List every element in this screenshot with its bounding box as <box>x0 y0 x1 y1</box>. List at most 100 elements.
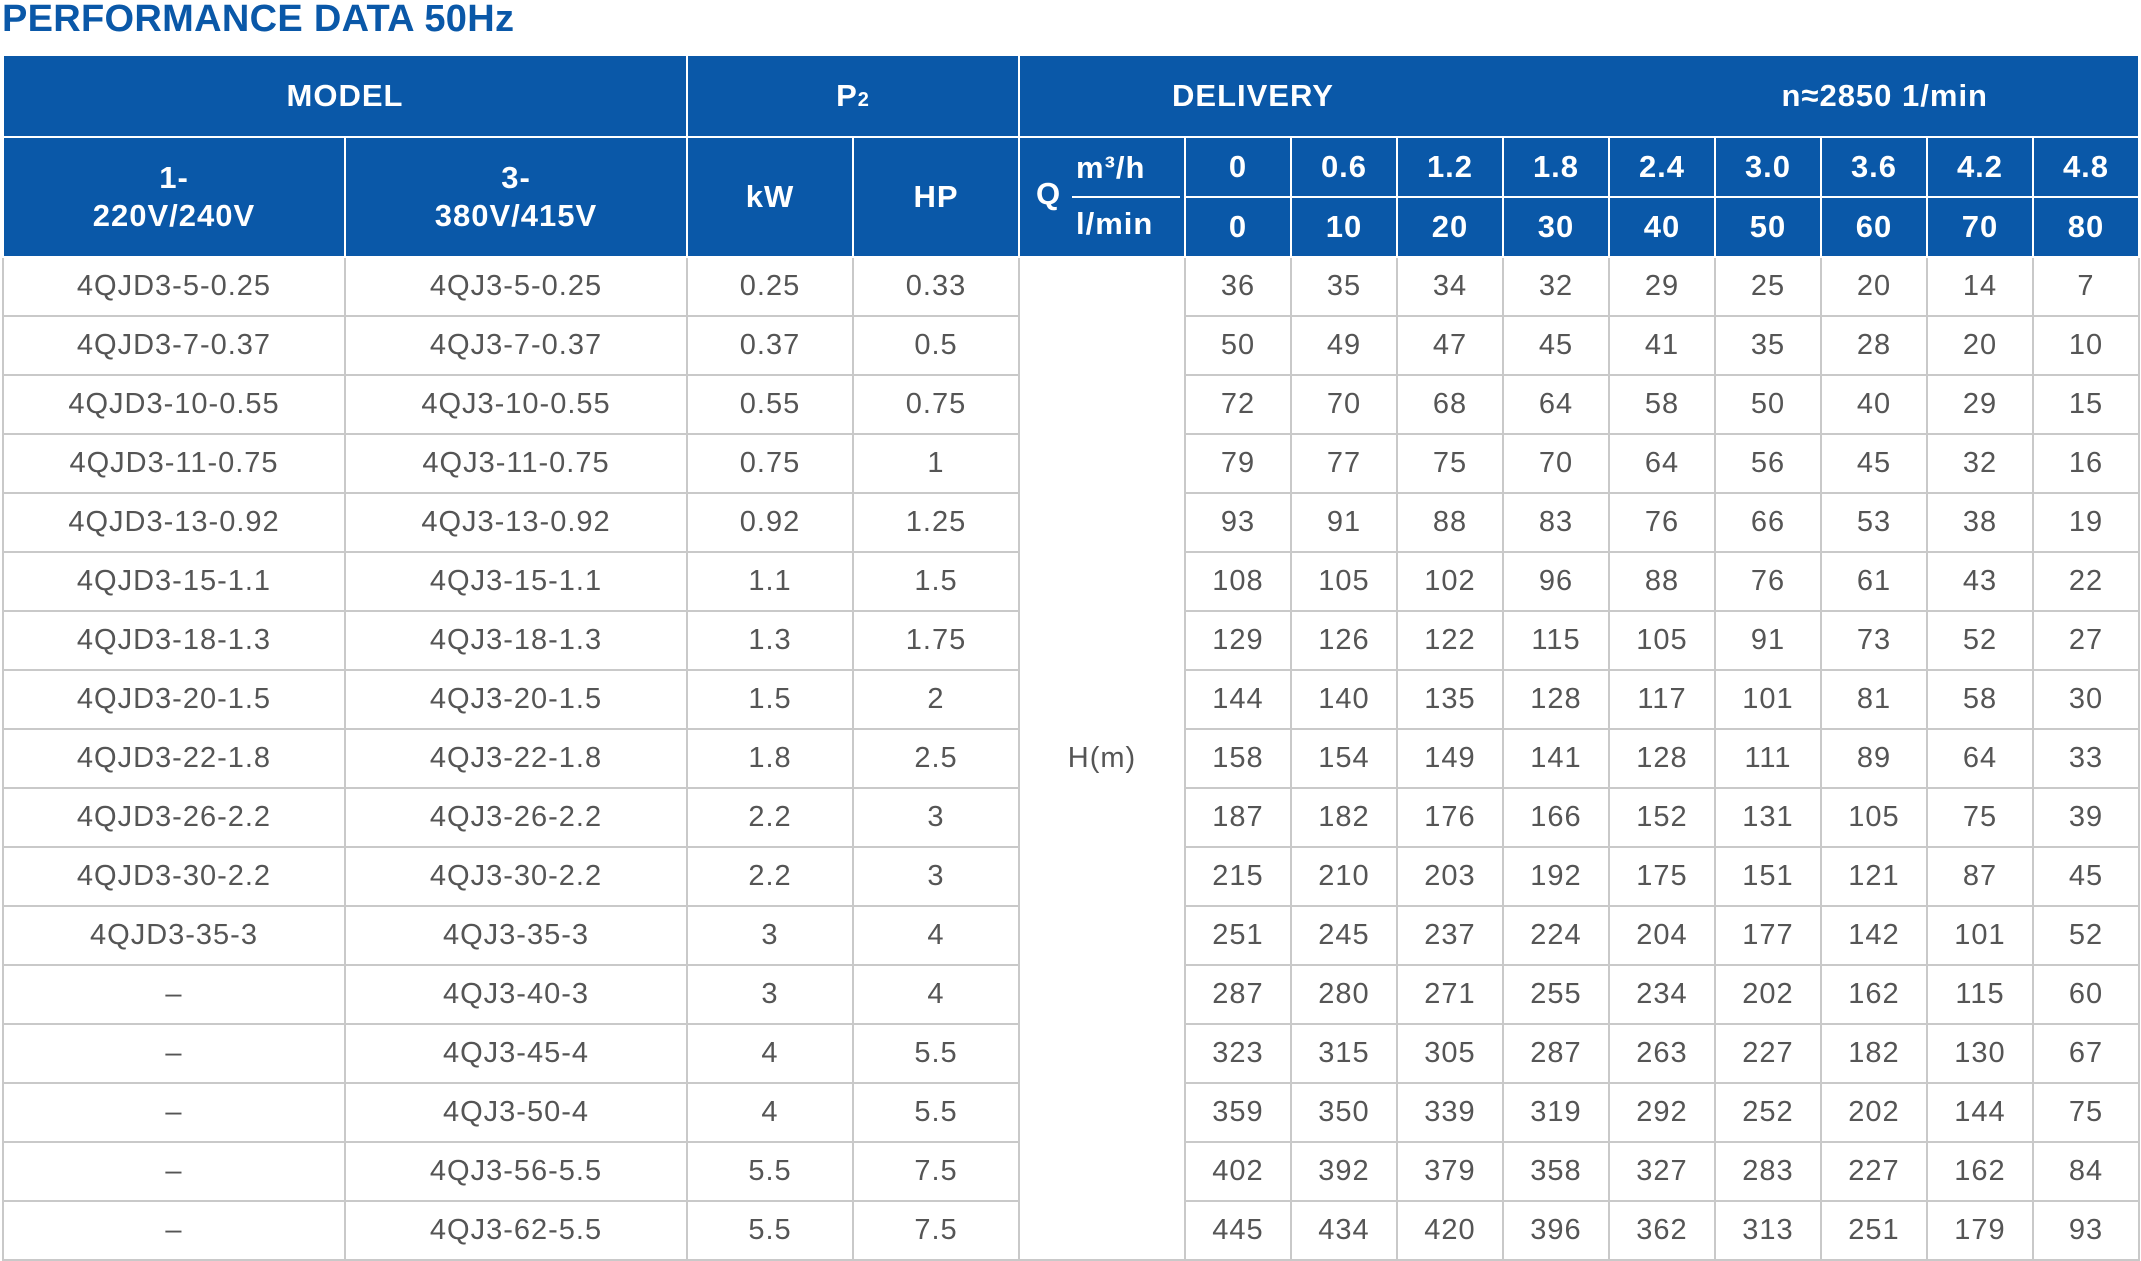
head-value-cell: 58 <box>1608 374 1716 435</box>
kw-cell: 0.92 <box>686 492 854 553</box>
head-value-cell: 101 <box>1926 905 2034 966</box>
head-value-cell: 39 <box>2032 787 2140 848</box>
flow-lmin-cell: 50 <box>1714 196 1822 258</box>
head-value-cell: 227 <box>1820 1141 1928 1202</box>
delivery-header: DELIVERY n≈2850 1/min <box>1018 54 2140 138</box>
model-1phase-cell: 4QJD3-13-0.92 <box>2 492 346 553</box>
flow-lmin-cell: 60 <box>1820 196 1928 258</box>
model-3phase-cell: 4QJ3-62-5.5 <box>344 1200 688 1261</box>
head-value-cell: 283 <box>1714 1141 1822 1202</box>
head-value-cell: 179 <box>1926 1200 2034 1261</box>
head-value-cell: 72 <box>1184 374 1292 435</box>
table-row: 4QJD3-5-0.25 4QJ3-5-0.25 0.25 0.33 H(m) 36 35 3… <box>2 256 2140 1261</box>
head-value-cell: 115 <box>1502 610 1610 671</box>
flow-m3h-cell: 2.4 <box>1608 136 1716 198</box>
kw-cell: 1.3 <box>686 610 854 671</box>
head-value-cell: 359 <box>1184 1082 1292 1143</box>
kw-header: kW <box>686 136 854 258</box>
head-value-cell: 131 <box>1714 787 1822 848</box>
head-value-cell: 203 <box>1396 846 1504 907</box>
head-value-cell: 434 <box>1290 1200 1398 1261</box>
hp-cell: 7.5 <box>852 1141 1020 1202</box>
phase1-line1: 1- <box>159 160 189 195</box>
model-header: MODEL <box>2 54 688 138</box>
phase3-line2: 380V/415V <box>434 198 598 233</box>
unit-m3h-label: m³/h <box>1076 150 1146 185</box>
head-value-cell: 76 <box>1608 492 1716 553</box>
kw-cell: 0.25 <box>686 256 854 317</box>
head-value-cell: 75 <box>2032 1082 2140 1143</box>
model-1phase-cell: 4QJD3-11-0.75 <box>2 433 346 494</box>
head-value-cell: 93 <box>2032 1200 2140 1261</box>
table-row: 4QJD3-13-0.92 4QJ3-13-0.92 0.92 1.25 93 91 88 8… <box>2 492 2140 553</box>
head-value-cell: 176 <box>1396 787 1504 848</box>
performance-table: MODEL P2 DELIVERY n≈2850 1/min 1- 220V/2… <box>2 54 2140 1261</box>
model-1phase-cell: 4QJD3-20-1.5 <box>2 669 346 730</box>
head-value-cell: 25 <box>1714 256 1822 317</box>
flow-lmin-cell: 70 <box>1926 196 2034 258</box>
head-value-cell: 227 <box>1714 1023 1822 1084</box>
hp-cell: 7.5 <box>852 1200 1020 1261</box>
head-value-cell: 60 <box>2032 964 2140 1025</box>
model-3phase-cell: 4QJ3-50-4 <box>344 1082 688 1143</box>
model-3phase-cell: 4QJ3-22-1.8 <box>344 728 688 789</box>
hp-cell: 5.5 <box>852 1023 1020 1084</box>
model-3phase-cell: 4QJ3-10-0.55 <box>344 374 688 435</box>
head-value-cell: 41 <box>1608 315 1716 376</box>
head-value-cell: 58 <box>1926 669 2034 730</box>
head-value-cell: 234 <box>1608 964 1716 1025</box>
head-value-cell: 76 <box>1714 551 1822 612</box>
flow-m3h-cell: 4.8 <box>2032 136 2140 198</box>
head-value-cell: 158 <box>1184 728 1292 789</box>
head-value-cell: 187 <box>1184 787 1292 848</box>
table-row: –4QJ3-40-3 3 4 287 280 271 255 234 202 162 115 60 <box>2 964 2140 1025</box>
head-value-cell: 105 <box>1608 610 1716 671</box>
head-value-cell: 52 <box>2032 905 2140 966</box>
table-row: 4QJD3-30-2.2 4QJ3-30-2.2 2.2 3 215 210 203 192 1… <box>2 846 2140 907</box>
model-1phase-cell: – <box>2 1082 346 1143</box>
model-3phase-cell: 4QJ3-20-1.5 <box>344 669 688 730</box>
kw-cell: 0.37 <box>686 315 854 376</box>
phase1-header: 1- 220V/240V <box>2 136 346 258</box>
head-value-cell: 379 <box>1396 1141 1504 1202</box>
head-value-cell: 50 <box>1714 374 1822 435</box>
flow-m3h-cell: 0 <box>1184 136 1292 198</box>
head-value-cell: 64 <box>1502 374 1610 435</box>
hp-cell: 3 <box>852 846 1020 907</box>
head-value-cell: 38 <box>1926 492 2034 553</box>
table-row: –4QJ3-56-5.5 5.5 7.5 402 392 379 358 327 283 227 1… <box>2 1141 2140 1202</box>
flow-lmin-cell: 30 <box>1502 196 1610 258</box>
head-value-cell: 350 <box>1290 1082 1398 1143</box>
table-row: 4QJD3-10-0.55 4QJ3-10-0.55 0.55 0.75 72 70 68 6… <box>2 374 2140 435</box>
head-value-cell: 182 <box>1290 787 1398 848</box>
head-value-cell: 128 <box>1502 669 1610 730</box>
hp-cell: 2 <box>852 669 1020 730</box>
head-value-cell: 53 <box>1820 492 1928 553</box>
header-row-lmin: 0 10 20 30 40 50 60 70 80 <box>3 196 2140 258</box>
head-value-cell: 29 <box>1608 256 1716 317</box>
head-value-cell: 91 <box>1714 610 1822 671</box>
head-value-cell: 263 <box>1608 1023 1716 1084</box>
model-1phase-cell: – <box>2 1200 346 1261</box>
head-value-cell: 29 <box>1926 374 2034 435</box>
speed-label: n≈2850 1/min <box>1781 78 1988 113</box>
flow-m3h-cell: 4.2 <box>1926 136 2034 198</box>
head-value-cell: 396 <box>1502 1200 1610 1261</box>
table-row: 4QJD3-20-1.5 4QJ3-20-1.5 1.5 2 144 140 135 128 1… <box>2 669 2140 730</box>
head-value-cell: 305 <box>1396 1023 1504 1084</box>
model-1phase-cell: – <box>2 1141 346 1202</box>
flow-m3h-cell: 1.2 <box>1396 136 1504 198</box>
hp-cell: 0.5 <box>852 315 1020 376</box>
head-value-cell: 73 <box>1820 610 1928 671</box>
head-value-cell: 32 <box>1502 256 1610 317</box>
head-value-cell: 75 <box>1926 787 2034 848</box>
kw-cell: 5.5 <box>686 1141 854 1202</box>
head-value-cell: 141 <box>1502 728 1610 789</box>
head-value-cell: 327 <box>1608 1141 1716 1202</box>
unit-divider <box>1072 196 1180 198</box>
kw-cell: 1.8 <box>686 728 854 789</box>
head-value-cell: 70 <box>1502 433 1610 494</box>
q-unit-header: Q m³/h l/min <box>1018 136 1186 258</box>
head-value-cell: 202 <box>1820 1082 1928 1143</box>
model-1phase-cell: 4QJD3-22-1.8 <box>2 728 346 789</box>
